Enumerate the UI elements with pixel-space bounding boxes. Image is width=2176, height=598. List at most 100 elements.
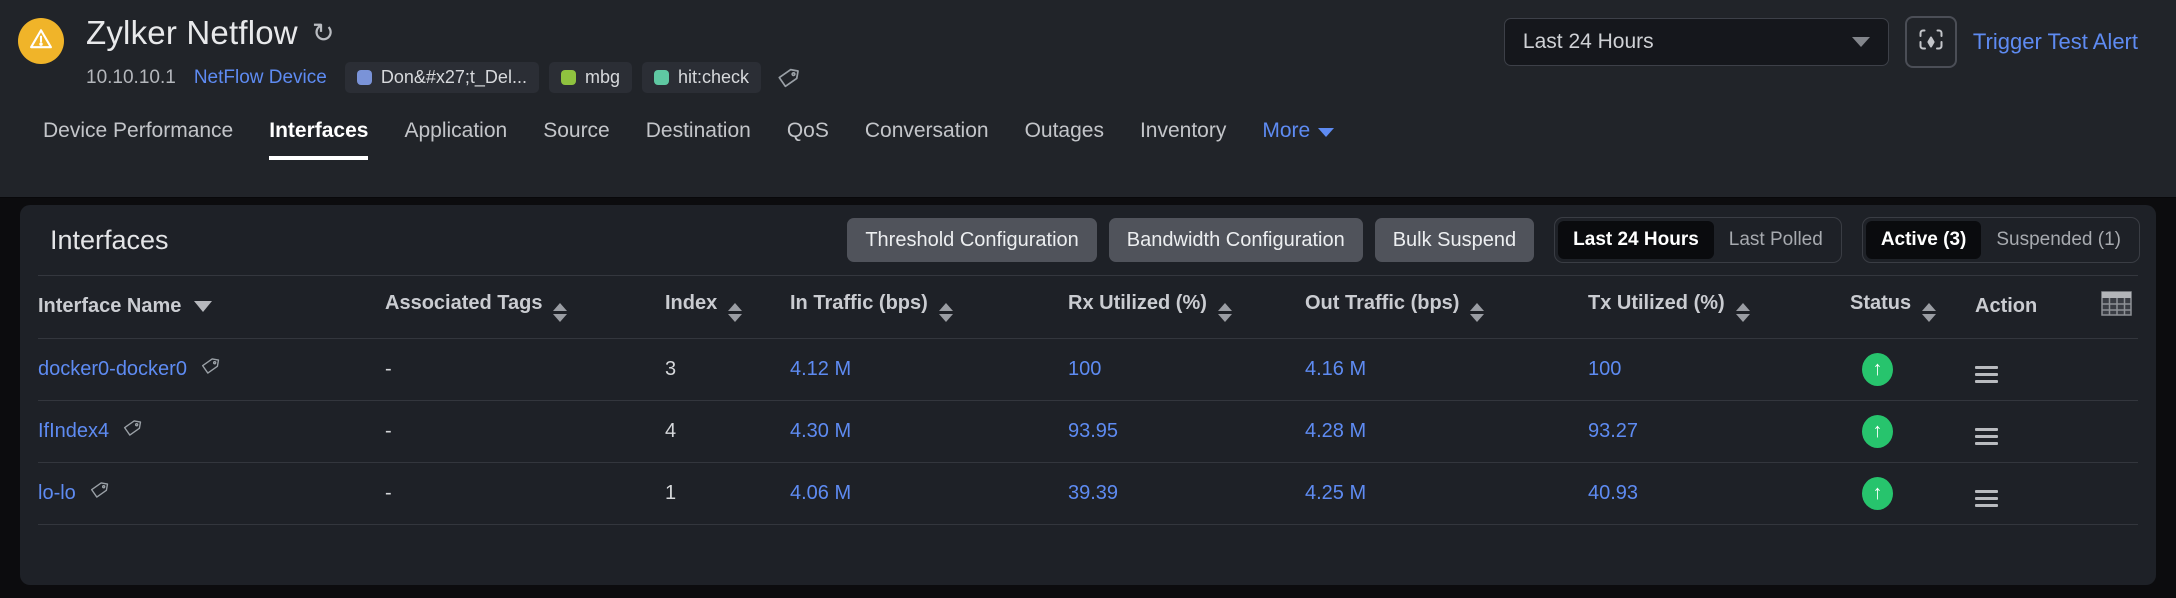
sort-desc-icon[interactable] <box>194 301 213 313</box>
tx-utilized-value[interactable]: 93.27 <box>1588 419 1639 442</box>
tag-color-dot <box>560 70 576 85</box>
tab-inventory[interactable]: Inventory <box>1139 119 1227 142</box>
out-traffic-value[interactable]: 4.25 M <box>1305 481 1367 504</box>
sort-icon[interactable] <box>1217 302 1232 322</box>
col-in-traffic[interactable]: In Traffic (bps) <box>790 276 1068 339</box>
rx-utilized-value[interactable]: 100 <box>1068 357 1102 380</box>
status-up-icon: ↑ <box>1862 352 1893 386</box>
time-range-value: Last 24 Hours <box>1522 30 1654 53</box>
tab-conversation[interactable]: Conversation <box>864 119 989 142</box>
tab-qos[interactable]: QoS <box>786 119 829 142</box>
status-up-icon: ↑ <box>1862 476 1893 510</box>
trigger-test-alert-link[interactable]: Trigger Test Alert <box>1972 29 2138 54</box>
tag-label: mbg <box>584 67 620 87</box>
col-label: Interface Name <box>38 295 182 318</box>
col-label: Index <box>665 291 718 314</box>
interface-link[interactable]: lo-lo <box>38 481 76 504</box>
tag-chip[interactable]: hit:check <box>641 62 762 93</box>
tag-icon[interactable] <box>88 479 110 507</box>
interface-link[interactable]: IfIndex4 <box>38 419 110 442</box>
interfaces-panel: Interfaces Threshold Configuration Bandw… <box>20 205 2156 585</box>
col-label: Rx Utilized (%) <box>1068 291 1207 314</box>
tab-application[interactable]: Application <box>404 119 508 142</box>
col-label: Out Traffic (bps) <box>1305 291 1460 314</box>
row-actions-menu-icon[interactable] <box>1975 362 1998 387</box>
out-traffic-value[interactable]: 4.28 M <box>1305 419 1367 442</box>
refresh-icon[interactable]: ↻ <box>311 17 335 48</box>
time-mode-toggle: Last 24 Hours Last Polled <box>1554 217 1842 263</box>
row-actions-menu-icon[interactable] <box>1975 424 1998 449</box>
table-grid-icon <box>2101 291 2132 316</box>
threshold-configuration-button[interactable]: Threshold Configuration <box>847 218 1097 262</box>
col-rx-utilized[interactable]: Rx Utilized (%) <box>1068 276 1305 339</box>
col-action: Action <box>1975 276 2095 339</box>
tab-outages[interactable]: Outages <box>1024 119 1104 142</box>
tag-color-dot <box>653 70 669 85</box>
sort-icon[interactable] <box>938 302 953 322</box>
tag-label: hit:check <box>677 67 750 87</box>
device-type-link[interactable]: NetFlow Device <box>193 66 327 88</box>
time-range-select[interactable]: Last 24 Hours <box>1503 18 1889 66</box>
toggle-last-polled[interactable]: Last Polled <box>1728 229 1823 250</box>
panel-title: Interfaces <box>50 224 169 255</box>
sort-icon[interactable] <box>553 302 568 322</box>
col-label: Tx Utilized (%) <box>1588 291 1725 314</box>
tag-label: Don&#x27;t_Del... <box>380 67 527 87</box>
tab-destination[interactable]: Destination <box>645 119 751 142</box>
sort-icon[interactable] <box>728 302 743 322</box>
tab-more-label: More <box>1262 119 1311 142</box>
col-label: In Traffic (bps) <box>790 291 928 314</box>
index-value: 3 <box>665 338 790 401</box>
sort-icon[interactable] <box>1922 302 1937 322</box>
tab-source[interactable]: Source <box>543 119 610 142</box>
bandwidth-configuration-button[interactable]: Bandwidth Configuration <box>1108 218 1363 262</box>
rx-utilized-value[interactable]: 39.39 <box>1068 481 1119 504</box>
associated-tags-value: - <box>385 462 665 525</box>
col-status[interactable]: Status <box>1850 276 1975 339</box>
in-traffic-value[interactable]: 4.06 M <box>790 481 852 504</box>
sort-icon[interactable] <box>1470 302 1485 322</box>
sort-icon[interactable] <box>1735 302 1750 322</box>
sparkle-frame-icon <box>1916 25 1946 60</box>
interfaces-table: Interface Name Associated Tags Index In … <box>38 276 2138 525</box>
table-row: lo-lo - 1 4.06 M 39.39 4.25 M 40.93 ↑ <box>38 462 2138 525</box>
table-row: docker0-docker0 - 3 4.12 M 100 4.16 M 10… <box>38 338 2138 401</box>
toggle-last-24-hours[interactable]: Last 24 Hours <box>1558 221 1714 259</box>
device-ip: 10.10.10.1 <box>86 66 176 88</box>
tab-interfaces[interactable]: Interfaces <box>269 119 369 160</box>
tx-utilized-value[interactable]: 100 <box>1588 357 1622 380</box>
out-traffic-value[interactable]: 4.16 M <box>1305 357 1367 380</box>
tx-utilized-value[interactable]: 40.93 <box>1588 481 1639 504</box>
tab-device-performance[interactable]: Device Performance <box>43 119 234 142</box>
in-traffic-value[interactable]: 4.30 M <box>790 419 852 442</box>
col-label: Status <box>1850 291 1912 314</box>
row-actions-menu-icon[interactable] <box>1975 486 1998 511</box>
interface-link[interactable]: docker0-docker0 <box>38 357 187 380</box>
tab-more[interactable]: More <box>1262 119 1335 160</box>
associated-tags-value: - <box>385 338 665 401</box>
widget-snapshot-button[interactable] <box>1904 16 1957 68</box>
col-associated-tags[interactable]: Associated Tags <box>385 276 665 339</box>
index-value: 1 <box>665 462 790 525</box>
col-index[interactable]: Index <box>665 276 790 339</box>
col-tx-utilized[interactable]: Tx Utilized (%) <box>1588 276 1850 339</box>
toggle-suspended[interactable]: Suspended (1) <box>1996 229 2121 250</box>
device-title: Zylker Netflow <box>86 14 298 51</box>
tag-chip[interactable]: Don&#x27;t_Del... <box>344 62 539 93</box>
tag-icon[interactable] <box>199 355 221 383</box>
col-interface-name[interactable]: Interface Name <box>38 276 385 339</box>
state-filter-toggle: Active (3) Suspended (1) <box>1861 217 2140 263</box>
warning-icon <box>27 25 55 58</box>
toggle-active[interactable]: Active (3) <box>1865 221 1982 259</box>
col-label: Action <box>1975 295 2038 318</box>
status-up-icon: ↑ <box>1862 414 1893 448</box>
bulk-suspend-button[interactable]: Bulk Suspend <box>1374 218 1535 262</box>
manage-tags-icon[interactable] <box>775 65 801 91</box>
column-chooser-button[interactable] <box>2095 276 2138 339</box>
col-out-traffic[interactable]: Out Traffic (bps) <box>1305 276 1588 339</box>
in-traffic-value[interactable]: 4.12 M <box>790 357 852 380</box>
tag-chip[interactable]: mbg <box>548 62 632 93</box>
rx-utilized-value[interactable]: 93.95 <box>1068 419 1119 442</box>
device-tags: Don&#x27;t_Del... mbg hit:check <box>344 62 801 93</box>
tag-icon[interactable] <box>121 417 143 445</box>
